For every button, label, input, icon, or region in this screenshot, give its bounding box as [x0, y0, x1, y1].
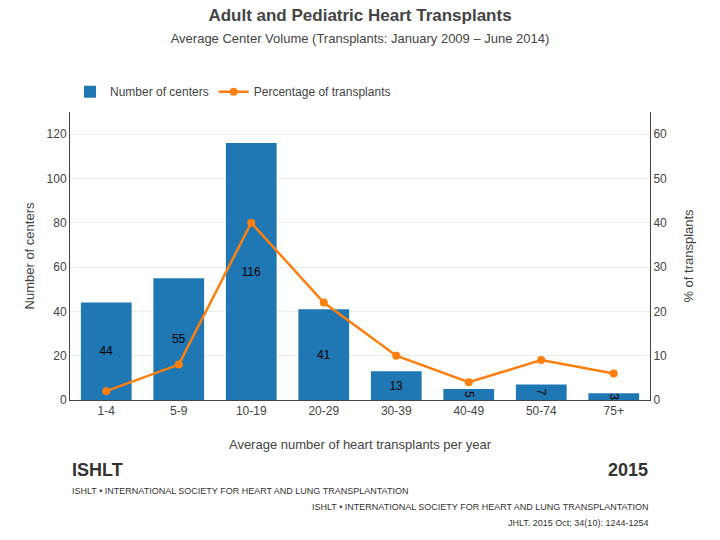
svg-text:ISHLT • INTERNATIONAL SOCIETY: ISHLT • INTERNATIONAL SOCIETY FOR HEART …: [72, 486, 408, 496]
svg-text:30-39: 30-39: [381, 404, 412, 418]
svg-text:0: 0: [653, 393, 660, 407]
svg-text:5: 5: [462, 391, 476, 398]
svg-text:75+: 75+: [604, 404, 624, 418]
svg-text:41: 41: [317, 348, 331, 362]
svg-text:JHLT. 2015 Oct; 34(10): 1244-1: JHLT. 2015 Oct; 34(10): 1244-1254: [508, 518, 648, 528]
svg-text:ISHLT • INTERNATIONAL SOCIETY: ISHLT • INTERNATIONAL SOCIETY FOR HEART …: [312, 502, 648, 512]
svg-text:5-9: 5-9: [170, 404, 188, 418]
svg-text:80: 80: [53, 216, 67, 230]
svg-text:40: 40: [53, 305, 67, 319]
svg-text:0: 0: [60, 393, 67, 407]
svg-text:Adult and Pediatric Heart Tran: Adult and Pediatric Heart TransplantsAve…: [171, 6, 550, 46]
svg-text:30: 30: [653, 260, 667, 274]
svg-text:Number of centers: Number of centers: [110, 85, 209, 99]
svg-text:7: 7: [534, 389, 548, 396]
svg-text:20: 20: [653, 305, 667, 319]
svg-text:100: 100: [47, 172, 67, 186]
svg-text:40-49: 40-49: [453, 404, 484, 418]
svg-text:20-29: 20-29: [308, 404, 339, 418]
svg-text:3: 3: [607, 393, 621, 400]
svg-text:60: 60: [53, 260, 67, 274]
svg-text:Number of centers: Number of centers: [22, 202, 37, 309]
svg-text:% of transplants: % of transplants: [681, 209, 696, 303]
svg-text:44: 44: [99, 344, 113, 358]
svg-text:10-19: 10-19: [236, 404, 267, 418]
svg-text:55: 55: [172, 332, 186, 346]
svg-text:Percentage of transplants: Percentage of transplants: [254, 85, 391, 99]
svg-text:1-4: 1-4: [98, 404, 116, 418]
svg-text:13: 13: [389, 379, 403, 393]
svg-text:116: 116: [242, 265, 261, 279]
svg-text:40: 40: [653, 216, 667, 230]
svg-text:50-74: 50-74: [526, 404, 557, 418]
svg-text:10: 10: [653, 349, 667, 363]
svg-text:Average number of heart transp: Average number of heart transplants per …: [229, 437, 492, 452]
svg-text:2015: 2015: [608, 460, 648, 480]
svg-text:120: 120: [47, 127, 67, 141]
svg-text:50: 50: [653, 172, 667, 186]
svg-text:60: 60: [653, 127, 667, 141]
svg-text:ISHLT: ISHLT: [72, 460, 123, 480]
svg-text:20: 20: [53, 349, 67, 363]
